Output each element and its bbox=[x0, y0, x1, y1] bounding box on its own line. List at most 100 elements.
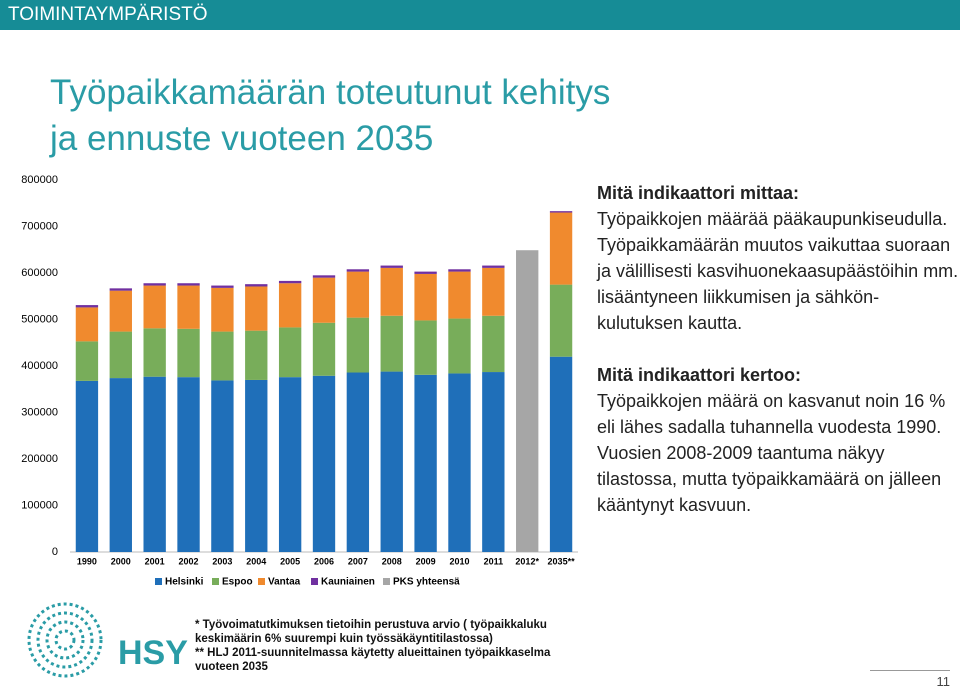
bar-segment bbox=[211, 285, 234, 288]
x-tick-label: 2006 bbox=[314, 556, 334, 566]
logo-text: HSY bbox=[118, 634, 188, 672]
legend-swatch bbox=[258, 578, 265, 585]
bar-segment bbox=[549, 212, 573, 285]
legend-label: Kauniainen bbox=[321, 577, 375, 588]
legend-swatch bbox=[311, 578, 318, 585]
bar-segment bbox=[448, 373, 471, 552]
bar-segment bbox=[549, 211, 573, 213]
text-block: Mitä indikaattori kertoo: Työpaikkojen mä… bbox=[597, 362, 959, 518]
bar-segment bbox=[75, 341, 99, 381]
chart: 0 100000 200000 300000 400000 500000 600000 700… bbox=[21, 174, 578, 588]
bar-segment bbox=[549, 284, 573, 357]
bar-segment bbox=[549, 356, 573, 552]
bar-segment bbox=[482, 267, 505, 316]
slide-title: Työpaikkamäärän toteutunut kehitys ja en… bbox=[50, 70, 610, 162]
bar-segment bbox=[143, 328, 166, 377]
bar-segment bbox=[312, 277, 336, 323]
y-tick-label: 800000 bbox=[21, 174, 58, 186]
bar-segment bbox=[414, 374, 437, 552]
header: TOIMINTAYMPÄRISTÖ bbox=[0, 0, 960, 30]
legend-swatch bbox=[212, 578, 219, 585]
footnotes: * Työvoimatutkimuksen tietoihin perustuv… bbox=[195, 618, 565, 674]
footnote: ** HLJ 2011-suunnitelmassa käytetty alue… bbox=[195, 647, 551, 673]
bar-segment bbox=[211, 380, 234, 552]
block-heading: Mitä indikaattori mittaa: bbox=[597, 183, 800, 203]
bar-segment bbox=[346, 271, 370, 318]
bar-segment bbox=[346, 269, 370, 272]
x-tick-label: 2000 bbox=[111, 556, 131, 566]
y-tick-label: 500000 bbox=[21, 313, 58, 325]
bar-segment bbox=[346, 372, 370, 552]
bar-segment bbox=[143, 376, 166, 552]
bar-segment bbox=[414, 320, 437, 375]
logo: HSY bbox=[27, 602, 188, 678]
bar-segment bbox=[380, 265, 403, 268]
bar-segment bbox=[211, 331, 234, 381]
legend-label: Espoo bbox=[222, 577, 253, 588]
x-tick-label: 2035** bbox=[548, 556, 576, 566]
x-tick-label: 2012* bbox=[515, 556, 539, 566]
text-blocks: Mitä indikaattori mittaa: Työpaikkojen mä… bbox=[597, 180, 959, 544]
bar-segment bbox=[516, 250, 539, 552]
bar-segment bbox=[177, 377, 200, 552]
x-tick-label: 2002 bbox=[179, 556, 199, 566]
bar-segment bbox=[177, 328, 200, 378]
y-tick-label: 0 bbox=[52, 546, 58, 558]
bar-segment bbox=[177, 285, 200, 329]
bar-segment bbox=[312, 322, 336, 376]
bar-segment bbox=[448, 271, 471, 319]
legend-label: Vantaa bbox=[268, 577, 301, 588]
page-number: 11 bbox=[870, 670, 950, 689]
y-tick-label: 100000 bbox=[21, 499, 58, 511]
block-heading: Mitä indikaattori kertoo: bbox=[597, 365, 802, 385]
bar-segment bbox=[245, 330, 268, 380]
block-text: Työpaikkojen määrää pääkaupunki­seudulla… bbox=[597, 209, 959, 333]
bar-segment bbox=[109, 378, 132, 552]
bar-segment bbox=[109, 331, 132, 379]
bar-segment bbox=[75, 380, 99, 552]
legend-label: Helsinki bbox=[165, 577, 204, 588]
title-line: Työpaikkamäärän toteutunut kehitys bbox=[50, 73, 611, 112]
x-tick-label: 2007 bbox=[348, 556, 368, 566]
x-tick-label: 1990 bbox=[77, 556, 97, 566]
bar-segment bbox=[211, 287, 234, 332]
x-tick-label: 2001 bbox=[145, 556, 165, 566]
x-tick-label: 2011 bbox=[484, 556, 504, 566]
y-tick-label: 400000 bbox=[21, 360, 58, 372]
bar-segment bbox=[245, 379, 268, 552]
bar-segment bbox=[380, 267, 403, 316]
y-tick-label: 200000 bbox=[21, 453, 58, 465]
bar-segment bbox=[346, 317, 370, 373]
x-tick-label: 2004 bbox=[246, 556, 266, 566]
bar-segment bbox=[482, 265, 505, 268]
bar-segment bbox=[109, 290, 132, 332]
bar-segment bbox=[75, 307, 99, 342]
block-text: Työpaikkojen määrä on kasvanut noin 16 %… bbox=[597, 391, 946, 515]
bar-segment bbox=[414, 271, 437, 274]
bar-segment bbox=[75, 305, 99, 308]
text-block: Mitä indikaattori mittaa: Työpaikkojen mä… bbox=[597, 180, 959, 336]
bar-segment bbox=[278, 283, 302, 328]
y-tick-label: 700000 bbox=[21, 220, 58, 232]
bar-segment bbox=[177, 283, 200, 286]
bar-segment bbox=[482, 372, 505, 552]
bar-segment bbox=[143, 285, 166, 329]
bar-segment bbox=[278, 327, 302, 378]
legend-label: PKS yhteensä bbox=[393, 577, 460, 588]
legend-swatch bbox=[383, 578, 390, 585]
x-tick-label: 2008 bbox=[382, 556, 402, 566]
x-tick-label: 2003 bbox=[212, 556, 232, 566]
x-tick-label: 2005 bbox=[280, 556, 300, 566]
bar-segment bbox=[312, 375, 336, 552]
bar-segment bbox=[380, 315, 403, 372]
bar-segment bbox=[245, 286, 268, 331]
bar-segment bbox=[448, 269, 471, 272]
bar-segment bbox=[278, 377, 302, 552]
bar-segment bbox=[482, 315, 505, 373]
y-tick-label: 600000 bbox=[21, 267, 58, 279]
bar-segment bbox=[109, 288, 132, 291]
x-tick-label: 2009 bbox=[416, 556, 436, 566]
bar-segment bbox=[448, 318, 471, 374]
bar-segment bbox=[312, 275, 336, 278]
